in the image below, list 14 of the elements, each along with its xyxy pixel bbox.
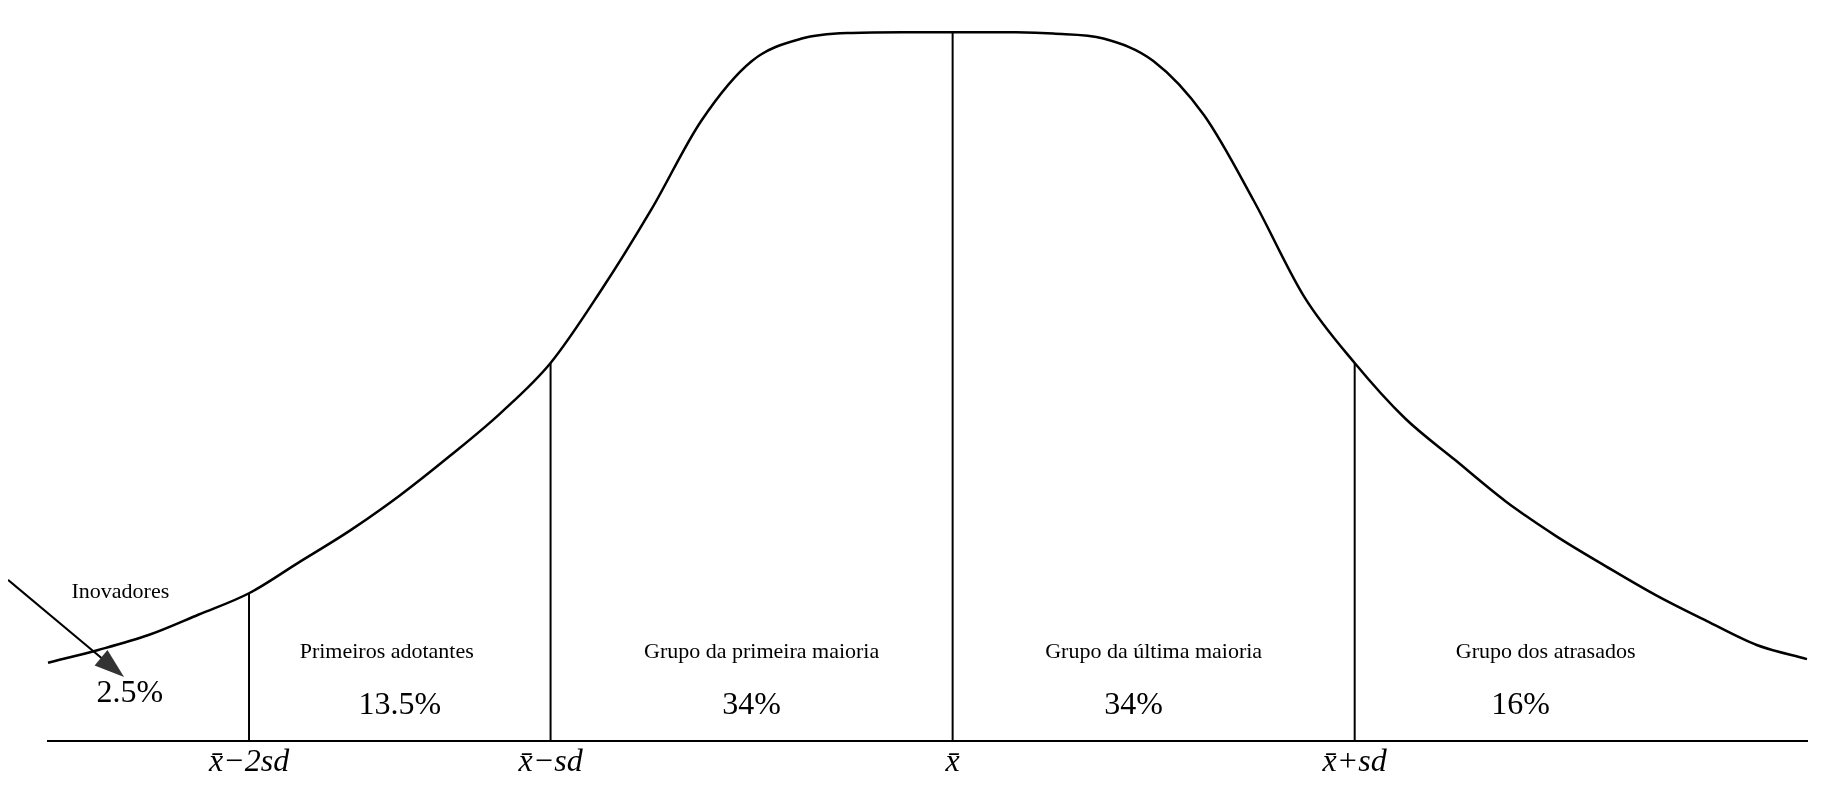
annotation: Primeiros adotantes [299, 637, 474, 663]
annotation: 13.5% [358, 684, 442, 721]
annotation: 2.5% [96, 673, 164, 710]
x-tick-label: x̄+sd [1321, 742, 1388, 779]
annotation: Grupo da primeira maioria [644, 637, 880, 663]
annotation: 34% [1104, 684, 1163, 721]
x-tick-label: x̄−sd [517, 742, 584, 779]
x-tick-label: x̄−2sd [207, 742, 291, 779]
annotation: 34% [722, 684, 781, 721]
annotation: Grupo da última maioria [1045, 637, 1263, 663]
x-tick-label: x̄ [944, 742, 960, 779]
annotation: 16% [1491, 684, 1550, 721]
annotation: Grupo dos atrasados [1455, 637, 1636, 663]
annotation: Inovadores [71, 577, 170, 603]
